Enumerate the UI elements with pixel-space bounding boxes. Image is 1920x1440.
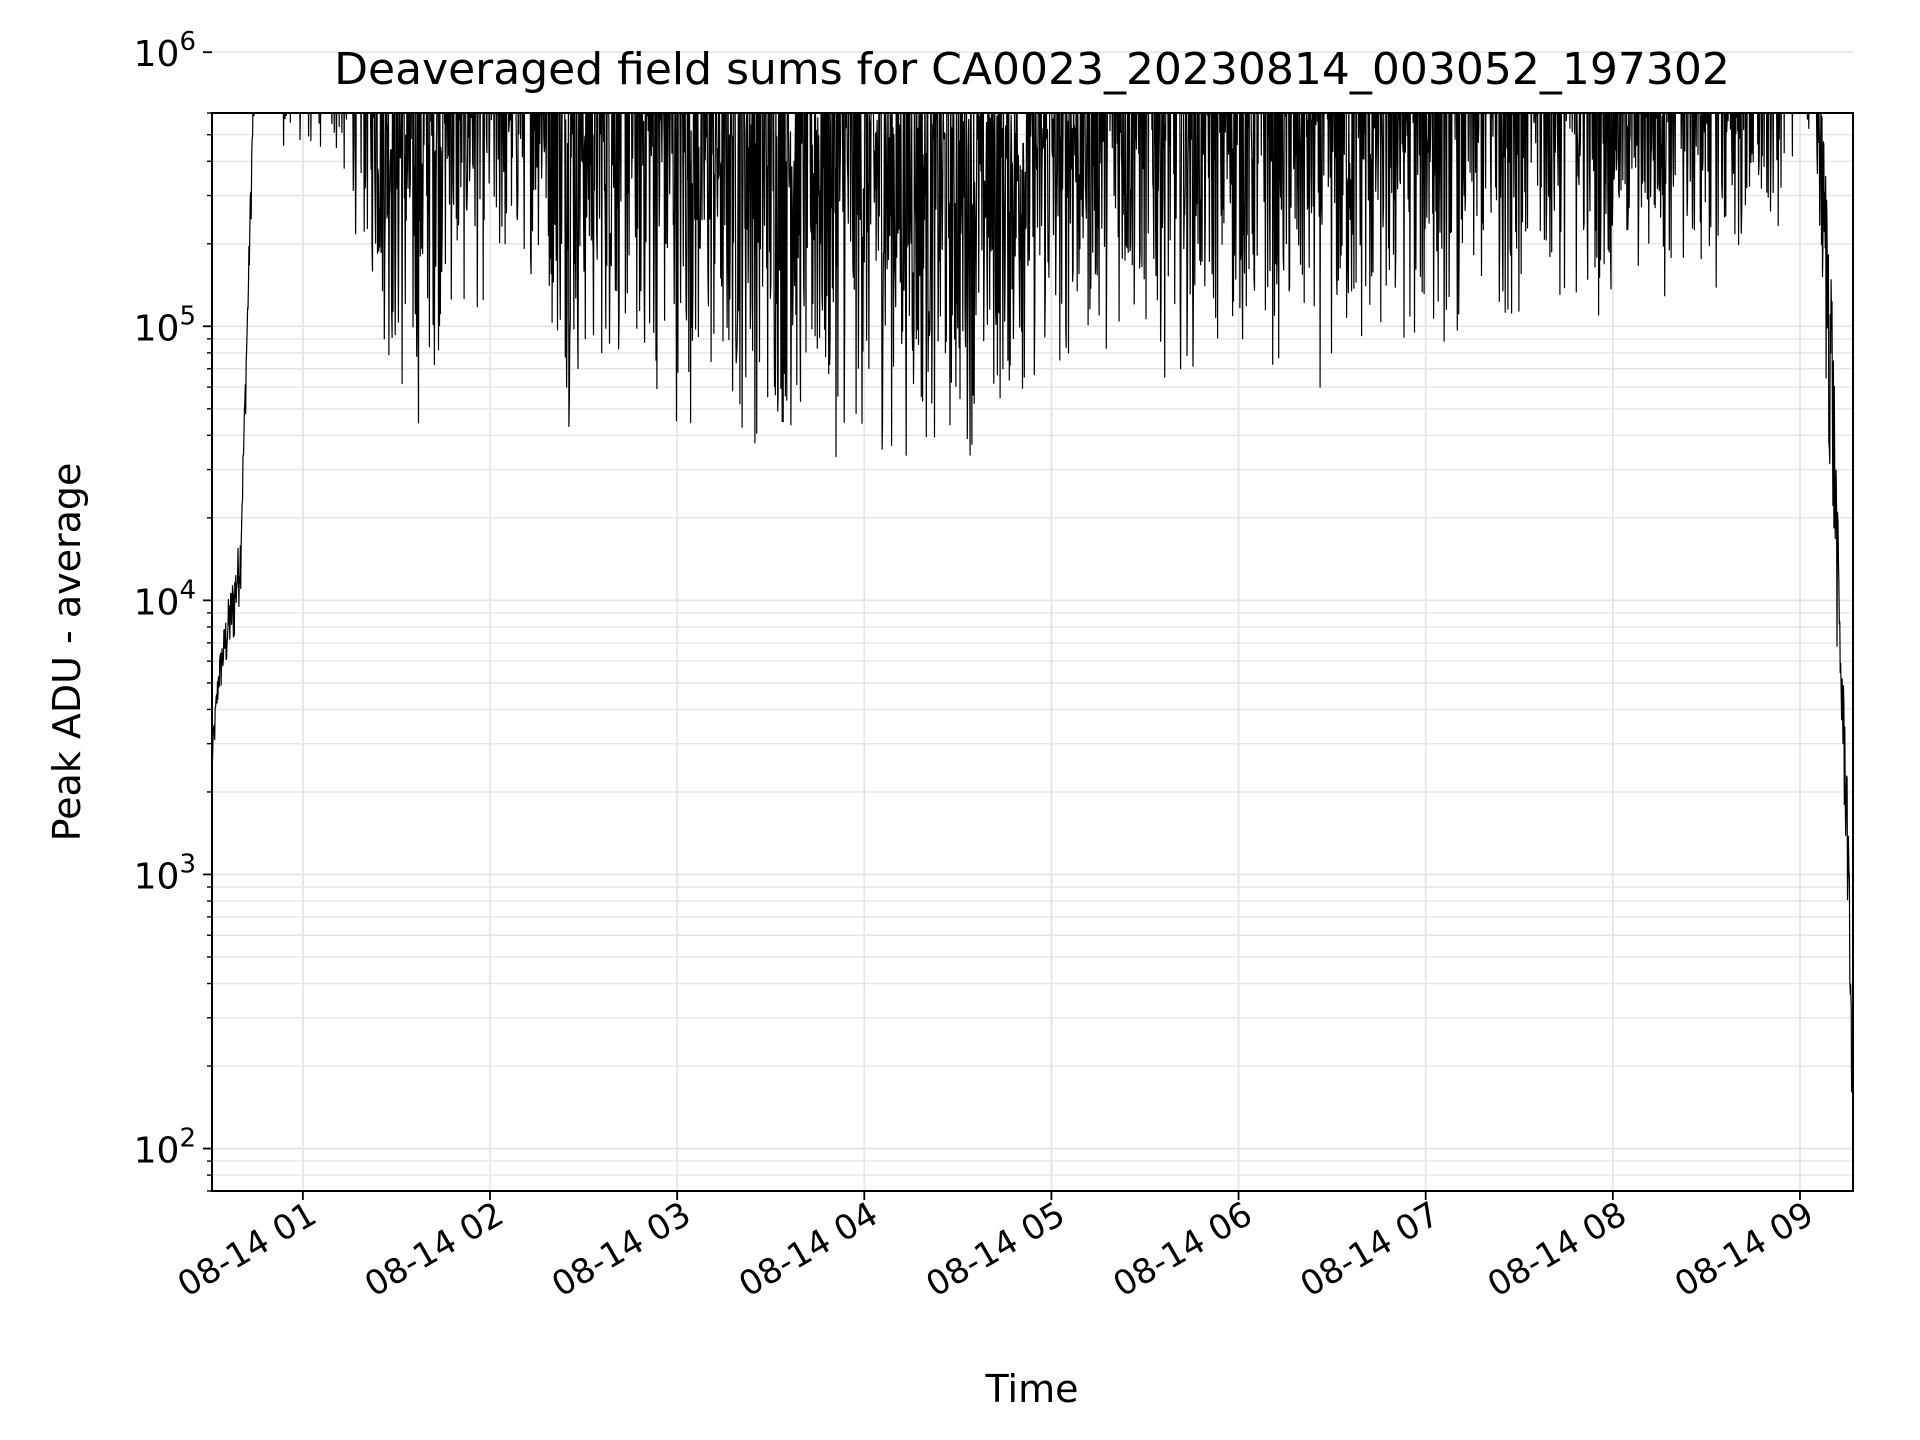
grid-lines [212, 51, 1853, 1192]
y-tick-label: 102 [134, 1124, 196, 1172]
x-axis-label: Time [985, 1367, 1079, 1411]
y-tick-label: 104 [134, 575, 196, 623]
y-tick-label: 105 [134, 301, 196, 349]
y-axis: 102 103 104 105 106 [134, 27, 212, 1192]
series-line [212, 113, 1853, 1093]
y-tick-label: 106 [134, 27, 196, 75]
plot-area-frame [211, 112, 1854, 1192]
chart-title: Deaveraged field sums for CA0023_2023081… [334, 44, 1730, 95]
y-tick-label: 103 [134, 849, 196, 897]
y-axis-label: Peak ADU - average [45, 463, 89, 842]
